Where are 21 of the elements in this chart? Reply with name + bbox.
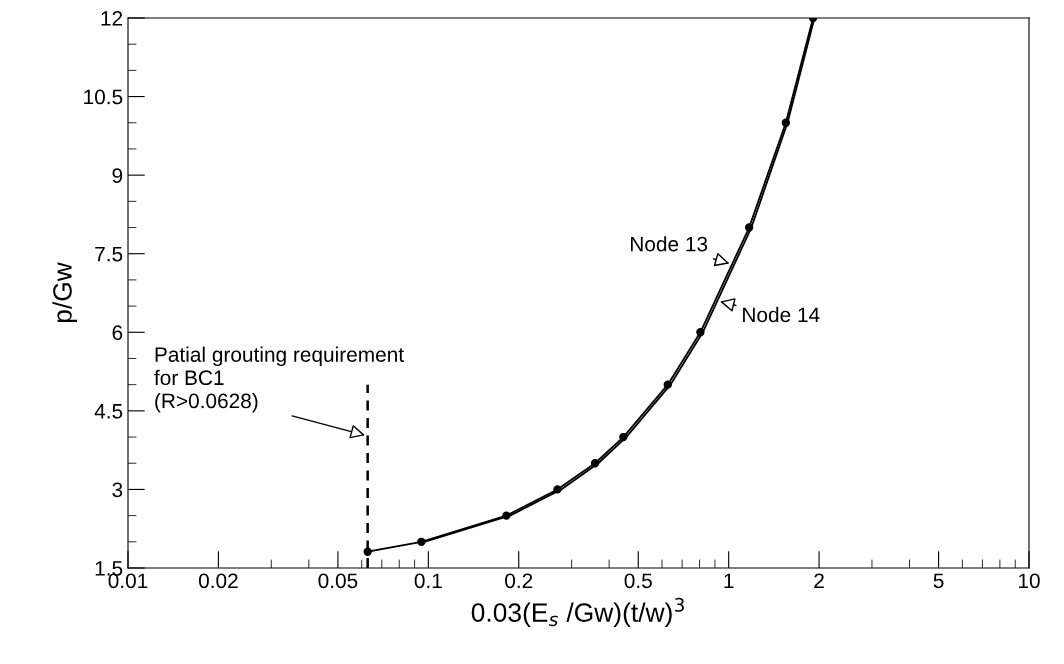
x-tick-label: 0.5 bbox=[624, 573, 652, 589]
y-tick-label: 10.5 bbox=[84, 89, 123, 105]
x-tick-label: 0.2 bbox=[505, 573, 533, 589]
series-label: Node 13 bbox=[631, 236, 708, 252]
y-tick-label: 12 bbox=[101, 11, 123, 26]
y-tick-label: 6 bbox=[112, 325, 123, 341]
x-tick-label: 0.02 bbox=[198, 573, 238, 589]
x-tick-label: 0.05 bbox=[318, 573, 358, 589]
y-tick-label: 7.5 bbox=[95, 246, 123, 262]
y-tick-label: 9 bbox=[112, 168, 123, 183]
x-tick-label: 0.1 bbox=[414, 573, 442, 589]
y-tick-label: 4.5 bbox=[94, 404, 123, 419]
x-tick-label: 2 bbox=[814, 573, 824, 588]
x-axis-title: 0.03(E$_{s}$ /Gw)(t/w)$^{3}$ bbox=[471, 597, 684, 628]
x-tick-label: 5 bbox=[933, 573, 944, 589]
y-tick-label: 3 bbox=[112, 482, 123, 498]
x-tick-label: 1 bbox=[724, 573, 734, 588]
x-tick-label: 10 bbox=[1019, 573, 1040, 589]
legend-label: Node 14 bbox=[743, 306, 820, 323]
y-axis-title: p/Gw bbox=[52, 262, 78, 323]
ref-line-label: Patial grouting requirement for BC1 (R>0.0628) bbox=[154, 346, 404, 413]
